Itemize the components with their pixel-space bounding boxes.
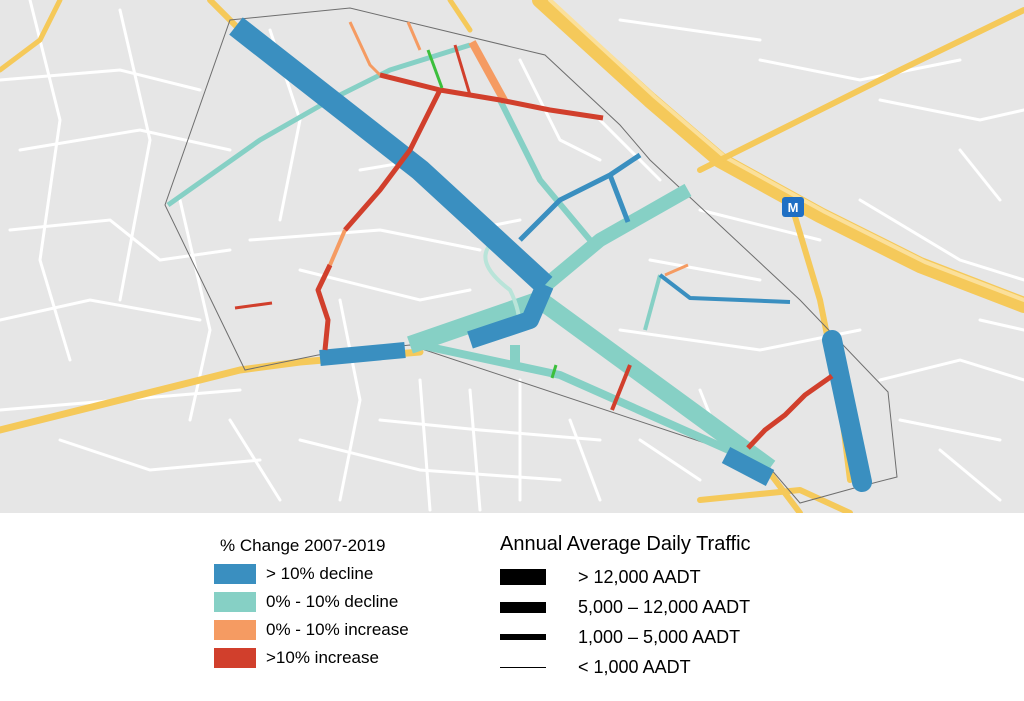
segment-west-arterial: [319, 342, 406, 366]
legend-item-decline-gt10: > 10% decline: [214, 560, 409, 588]
traffic-segments: [166, 17, 872, 492]
legend-item-increase-gt10: >10% increase: [214, 644, 409, 672]
legend-label-increase-gt10: >10% increase: [266, 648, 379, 667]
traffic-map: M: [0, 0, 1024, 513]
segment-far-west-red: [234, 301, 273, 310]
line-width-sample-thin: [500, 666, 546, 668]
percent-change-legend: % Change 2007-2019 > 10% decline 0% - 10…: [214, 536, 409, 672]
legend-label-increase-0-10: 0% - 10% increase: [266, 620, 409, 639]
segment-northeast-connector: [535, 183, 692, 296]
segment-green-north: [426, 49, 444, 89]
metro-label: M: [788, 200, 799, 215]
legend-item-increase-0-10: 0% - 10% increase: [214, 616, 409, 644]
segment-north-red: [379, 72, 604, 121]
segment-east-arterial: [822, 330, 872, 492]
swatch-increase-0-10: [214, 620, 256, 640]
line-width-sample-thick: [500, 601, 546, 613]
percent-change-legend-title: % Change 2007-2019: [220, 536, 386, 555]
segment-south-red: [610, 364, 632, 411]
segment-south-parallel: [419, 341, 742, 459]
legend-item-aadt-1000-5000: 1,000 – 5,000 AADT: [500, 622, 751, 652]
legend-label-decline-0-10: 0% - 10% decline: [266, 592, 399, 611]
segment-east-stub: [643, 274, 662, 331]
legend-item-aadt-5000-12000: 5,000 – 12,000 AADT: [500, 592, 751, 622]
segment-northeast-blue: [518, 152, 642, 242]
segment-north-orange: [468, 40, 509, 104]
segment-nw-orange: [348, 21, 382, 77]
legend-item-aadt-lt-1000: < 1,000 AADT: [500, 652, 751, 682]
swatch-decline-gt10: [214, 564, 256, 584]
segment-north-red-stub: [453, 44, 472, 96]
legend-label-decline-gt10: > 10% decline: [266, 564, 374, 583]
segment-north-orange-stub: [406, 21, 422, 51]
metro-station: M: [782, 197, 804, 217]
aadt-legend: Annual Average Daily Traffic > 12,000 AA…: [500, 533, 751, 682]
metro-icon: [782, 197, 804, 217]
legend-label-aadt-lt-1000: < 1,000 AADT: [578, 656, 691, 677]
legend-label-aadt-1000-5000: 1,000 – 5,000 AADT: [578, 626, 741, 647]
segment-main-northwest: [229, 17, 553, 294]
segment-green-south: [550, 364, 558, 379]
segment-southeast-red: [746, 373, 834, 450]
legend-item-decline-0-10: 0% - 10% decline: [214, 588, 409, 616]
segment-central-bend: [467, 281, 554, 349]
line-width-sample-thickest: [500, 569, 546, 585]
segment-west-orange: [328, 229, 347, 266]
aadt-legend-title: Annual Average Daily Traffic: [500, 533, 751, 555]
segment-east-orange: [664, 263, 689, 277]
segment-north-diagonal: [497, 98, 593, 242]
legend-item-aadt-12000-plus: > 12,000 AADT: [500, 562, 751, 592]
legend-label-aadt-12000-plus: > 12,000 AADT: [578, 566, 701, 587]
segment-ne-stub: [607, 174, 631, 223]
swatch-decline-0-10: [214, 592, 256, 612]
legend-label-aadt-5000-12000: 5,000 – 12,000 AADT: [578, 596, 751, 617]
segment-southeast-end: [721, 447, 775, 486]
segment-east-blue: [658, 273, 791, 304]
line-width-sample-medium: [500, 634, 546, 640]
segment-west-red: [315, 263, 333, 351]
segment-northwest-red: [343, 88, 443, 232]
swatch-increase-gt10: [214, 648, 256, 668]
